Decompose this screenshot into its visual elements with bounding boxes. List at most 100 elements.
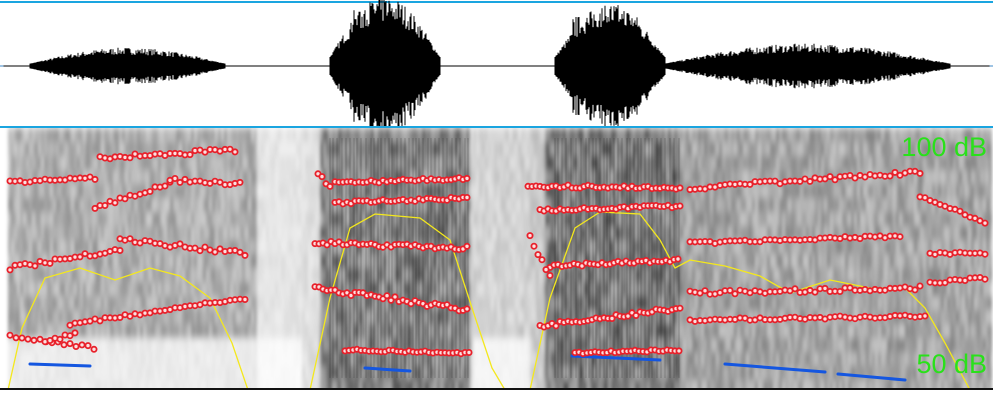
formant-point [542,266,550,274]
formant-point [463,194,471,202]
formant-point [806,177,814,185]
formant-point [24,335,32,343]
formant-point [608,314,616,322]
formant-point [6,266,14,274]
formant-point [6,331,14,339]
formant-point [771,177,779,185]
formant-point [71,329,79,337]
formant-point [383,292,391,300]
formant-point [916,282,924,290]
formant-point [231,148,239,156]
formant-point [956,207,964,215]
formant-point [241,251,249,259]
formant-point [791,285,799,293]
formant-point [981,275,989,283]
formant-point [216,245,224,253]
formant-point [921,312,929,320]
formant-point [66,340,74,348]
formant-point [391,293,399,301]
formant-point [211,248,219,256]
formant-point [46,259,54,267]
formant-point [236,248,244,256]
formant-point [921,194,929,202]
formant-point [465,348,473,356]
waveform-panel[interactable] [0,0,993,128]
formant-point [201,243,209,251]
formant-point [463,242,471,250]
db-min-label: 50 dB [916,349,987,379]
formant-point [30,336,38,344]
formant-point [241,295,249,303]
formant-point [463,174,471,182]
formant-point [176,178,184,186]
formant-point [746,180,754,188]
formant-point [201,148,209,156]
formant-point [318,173,326,181]
formant-point [896,233,904,241]
formant-point [18,334,26,342]
formant-point [126,154,134,162]
formant-point [526,232,534,240]
formant-point [191,244,199,252]
formant-point [731,290,739,298]
formant-point [546,271,554,279]
formant-point [56,335,64,343]
waveform-svg [0,0,993,128]
formant-point [111,199,119,207]
spectrogram-intensity [8,128,992,390]
formant-point [161,182,169,190]
formant-point [171,175,179,183]
formant-point [90,345,98,353]
formant-point [60,341,68,349]
formant-point [146,188,154,196]
formant-point [116,247,124,255]
formant-point [12,334,20,342]
formant-point [538,256,546,264]
formant-point [226,145,234,153]
formant-point [981,250,989,258]
formant-point [886,172,894,180]
formant-markers [6,145,989,358]
formant-point [676,202,684,210]
formant-point [126,235,134,243]
formant-point [91,204,99,212]
formant-point [676,184,684,192]
formant-point [101,202,109,210]
formant-point [941,279,949,287]
formant-point [72,342,80,350]
spectrogram-panel[interactable]: 100 dB 50 dB [0,128,993,390]
formant-point [911,286,919,294]
formant-point [91,175,99,183]
formant-point [196,247,204,255]
formant-point [916,169,924,177]
formant-point [552,322,560,330]
formant-point [891,168,899,176]
formant-point [675,347,683,355]
formant-point [811,288,819,296]
formant-point [66,332,74,340]
formant-point [463,305,471,313]
formant-point [96,317,104,325]
formant-point [826,173,834,181]
formant-point [326,182,334,190]
formant-point [981,219,989,227]
formant-point [534,251,542,259]
formant-point [851,174,859,182]
formant-point [821,284,829,292]
formant-point [176,240,184,248]
spectrogram-svg [0,128,993,390]
formant-point [836,287,844,295]
formant-point [78,341,86,349]
formant-point [676,304,684,312]
formant-point [84,342,92,350]
db-max-label: 100 dB [901,132,987,162]
formant-point [236,178,244,186]
formant-point [181,175,189,183]
formant-point [674,255,682,263]
formant-point [186,151,194,159]
formant-point [632,311,640,319]
formant-point [121,195,129,203]
formant-point [831,176,839,184]
formant-point [701,287,709,295]
